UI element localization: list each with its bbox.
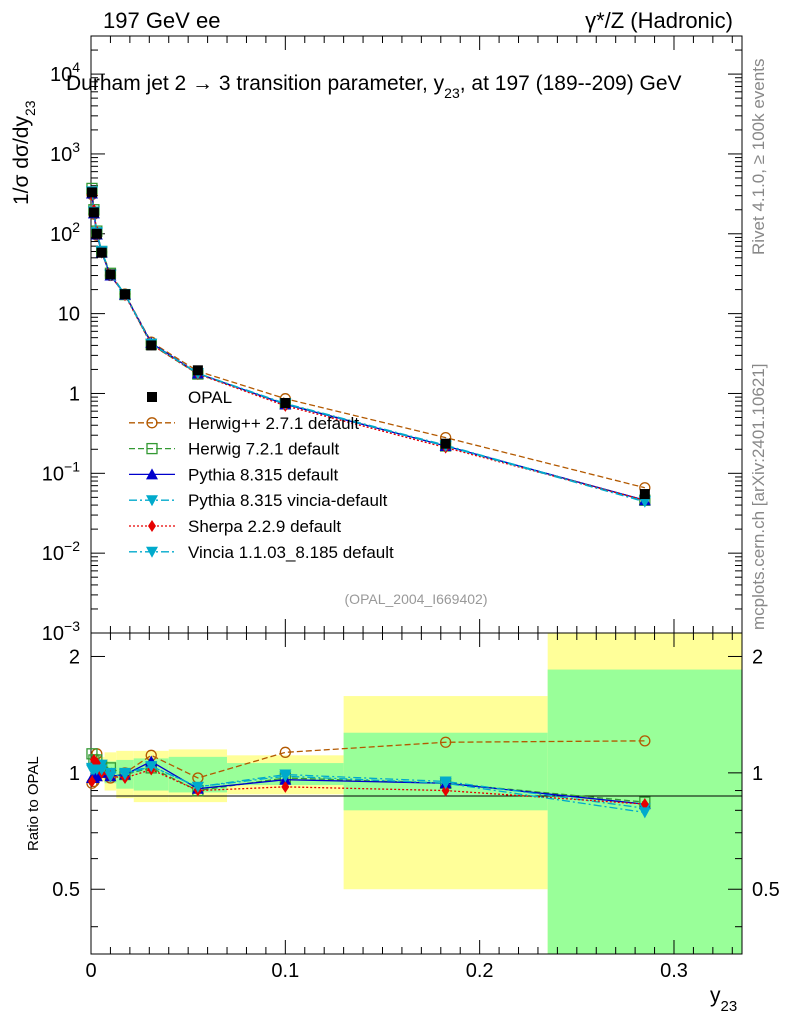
- point-opal: [440, 438, 451, 449]
- ratio-y-axis-label: Ratio to OPAL: [25, 756, 42, 851]
- point-opal: [96, 247, 107, 258]
- x-tick-label: 0.3: [660, 960, 688, 982]
- band-inner-bin: [343, 732, 548, 811]
- x-axis-label: y23: [710, 984, 737, 1015]
- ratio-point-herwig-2-7-1-default: [439, 736, 452, 748]
- legend-label-pythia-8-315-vincia-default: Pythia 8.315 vincia-default: [188, 491, 388, 510]
- rivet-version-label: Rivet 4.1.0, ≥ 100k events: [749, 59, 768, 255]
- legend-marker-herwig-7-2-1-default: [146, 442, 158, 455]
- ratio-uncertainty-bands: [91, 633, 742, 954]
- legend-marker-pythia-8-315-default: [146, 468, 158, 480]
- ratio-series-group: [85, 735, 651, 819]
- axis-ticks: [90, 35, 742, 954]
- legend-label-herwig-2-7-1-default: Herwig++ 2.7.1 default: [188, 414, 359, 433]
- point-opal: [192, 365, 203, 376]
- legend-marker-herwig-2-7-1-default: [146, 417, 158, 429]
- ratio-point-vincia-1-1-03-8-185-default: [439, 778, 452, 790]
- y-tick-label: 103: [50, 139, 80, 166]
- series-line-herwig-2-7-1-default: [91, 194, 645, 489]
- legend-marker-vincia-1-1-03-8-185-default: [146, 546, 158, 558]
- chart-title-sub: 23: [444, 85, 460, 101]
- y-tick-label: 102: [50, 219, 80, 246]
- x-tick-label: 0.1: [271, 960, 299, 982]
- chart-title: Durham jet 2 → 3 transition parameter, y…: [66, 72, 682, 101]
- legend-marker-pythia-8-315-vincia-default: [146, 495, 158, 507]
- point-opal: [91, 228, 102, 239]
- ratio-point-vincia-1-1-03-8-185-default: [638, 807, 651, 819]
- ratio-tick-label-left: 1: [69, 763, 80, 785]
- ratio-point-herwig-2-7-1-default: [639, 735, 651, 747]
- chart-title-main: Durham jet 2 → 3 transition parameter, y: [66, 72, 445, 95]
- x-axis-label-main: y: [710, 984, 721, 1007]
- point-opal: [639, 489, 650, 500]
- ratio-point-vincia-1-1-03-8-185-default: [119, 769, 132, 781]
- y-axis-label: 1/σ dσ/dy23: [10, 100, 38, 205]
- legend-label-sherpa-2-2-9-default: Sherpa 2.2.9 default: [188, 517, 341, 536]
- point-opal: [88, 207, 99, 218]
- x-axis-label-sub: 23: [721, 998, 738, 1015]
- ratio-tick-label-left: 0.5: [52, 879, 80, 901]
- legend-label-herwig-7-2-1-default: Herwig 7.2.1 default: [188, 440, 339, 459]
- y-tick-label: 10−3: [42, 618, 80, 645]
- y-axis-label-main: 1/σ dσ/dy: [10, 116, 33, 205]
- main-series-group: [85, 182, 651, 508]
- point-opal: [146, 340, 157, 351]
- series-line-pythia-8-315-default: [91, 193, 646, 501]
- y-tick-label: 10: [58, 304, 80, 326]
- y-tick-label: 1: [69, 383, 80, 405]
- series-line-vincia-1-1-03-8-185-default: [91, 191, 646, 503]
- mcplots-reference-label: mcplots.cern.ch [arXiv:2401.10621]: [749, 364, 768, 630]
- axis-tick-labels: 0 0.1 0.2 0.3 10−3 10−2 10−1 1 10 102 103 104 0.5 0.5…: [42, 59, 780, 982]
- header-right-label: γ*/Z (Hadronic): [585, 8, 733, 33]
- ratio-point-vincia-1-1-03-8-185-default: [104, 771, 117, 783]
- ratio-point-vincia-1-1-03-8-185-default: [95, 764, 108, 776]
- legend-label-opal: OPAL: [188, 388, 232, 407]
- ratio-tick-label-right: 2: [752, 646, 763, 668]
- ratio-panel-frame: [90, 632, 743, 955]
- y-tick-label: 10−1: [42, 458, 80, 485]
- header-left-label: 197 GeV ee: [103, 8, 220, 33]
- ratio-point-vincia-1-1-03-8-185-default: [145, 761, 158, 773]
- ratio-point-herwig-2-7-1-default: [279, 746, 291, 758]
- ratio-line-herwig-7-2-1-default: [91, 753, 645, 803]
- series-line-pythia-8-315-vincia-default: [91, 191, 646, 502]
- ratio-point-sherpa-2-2-9-default: [87, 775, 96, 788]
- point-opal: [280, 397, 291, 408]
- x-tick-label: 0: [85, 960, 96, 982]
- legend: OPAL Herwig++ 2.7.1 default Herwig 7.2.1 d…: [129, 388, 394, 562]
- ratio-tick-label-right: 1: [752, 763, 763, 785]
- point-opal: [105, 269, 116, 280]
- ratio-point-sherpa-2-2-9-default: [640, 798, 649, 811]
- point-vincia-1-1-03-8-185-default: [638, 496, 651, 508]
- series-line-sherpa-2-2-9-default: [91, 194, 646, 501]
- point-opal: [120, 289, 131, 300]
- y-tick-label: 104: [50, 59, 80, 86]
- ratio-point-sherpa-2-2-9-default: [441, 784, 450, 797]
- ratio-point-vincia-1-1-03-8-185-default: [191, 781, 204, 793]
- x-tick-label: 0.2: [466, 960, 494, 982]
- ratio-tick-label-right: 0.5: [752, 879, 780, 901]
- legend-marker-opal: [147, 392, 157, 402]
- chart-title-rest: , at 197 (189--209) GeV: [460, 72, 682, 95]
- legend-marker-sherpa-2-2-9-default: [148, 520, 156, 532]
- ratio-point-vincia-1-1-03-8-185-default: [279, 771, 292, 783]
- legend-label-vincia-1-1-03-8-185-default: Vincia 1.1.03_8.185 default: [188, 543, 394, 562]
- series-line-herwig-7-2-1-default: [91, 188, 646, 501]
- point-opal: [86, 187, 97, 198]
- y-axis-label-sub: 23: [22, 100, 38, 116]
- legend-label-pythia-8-315-default: Pythia 8.315 default: [188, 465, 339, 484]
- ratio-tick-label-left: 2: [69, 646, 80, 668]
- analysis-id-label: (OPAL_2004_I669402): [345, 591, 488, 607]
- ratio-point-sherpa-2-2-9-default: [281, 780, 290, 793]
- y-tick-label: 10−2: [42, 538, 80, 565]
